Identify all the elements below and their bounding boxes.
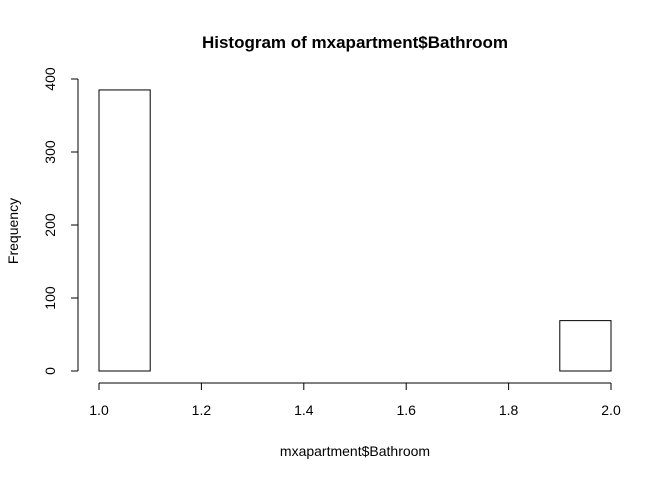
- x-tick-label: 1.0: [89, 402, 109, 418]
- x-tick-label: 1.8: [499, 402, 519, 418]
- x-tick-label: 1.6: [396, 402, 416, 418]
- y-tick-label: 0: [42, 367, 58, 375]
- x-axis-label: mxapartment$Bathroom: [280, 443, 430, 459]
- bars-group: [98, 89, 612, 372]
- x-axis: 1.0 1.2 1.4 1.6 1.8 2.0: [89, 382, 621, 418]
- x-tick-label: 1.4: [294, 402, 314, 418]
- histogram-bar: [559, 320, 612, 372]
- chart-title: Histogram of mxapartment$Bathroom: [202, 33, 508, 52]
- y-axis-label: Frequency: [5, 198, 21, 264]
- histogram-bar: [98, 89, 151, 372]
- x-tick-label: 2.0: [601, 402, 621, 418]
- y-tick-label: 200: [42, 213, 58, 237]
- x-tick-label: 1.2: [192, 402, 212, 418]
- y-tick-label: 300: [42, 140, 58, 164]
- y-tick-label: 100: [42, 286, 58, 310]
- y-axis: 0 100 200 300 400: [42, 67, 79, 375]
- y-tick-label: 400: [42, 67, 58, 91]
